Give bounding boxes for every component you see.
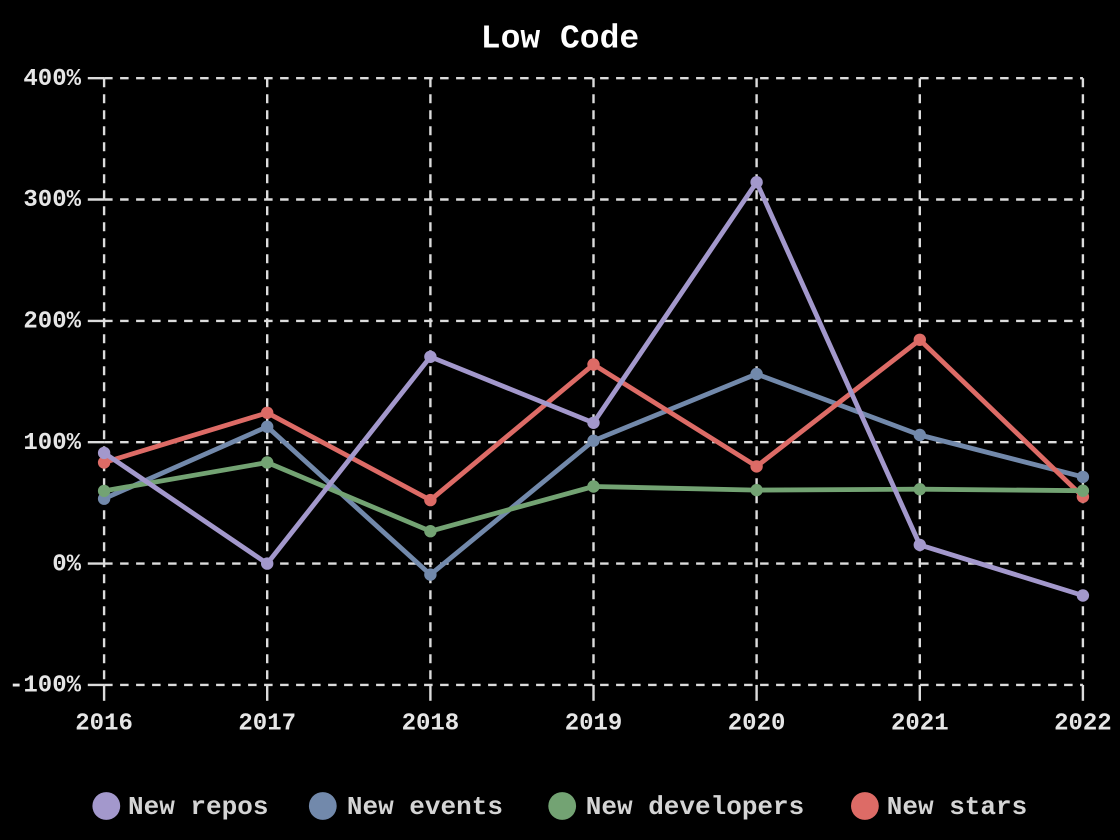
svg-text:400%: 400% [23, 66, 81, 93]
svg-text:New stars: New stars [887, 792, 1027, 822]
svg-text:-100%: -100% [9, 673, 82, 700]
svg-text:2018: 2018 [402, 711, 460, 738]
svg-text:2019: 2019 [565, 711, 623, 738]
svg-text:0%: 0% [52, 551, 81, 578]
svg-text:100%: 100% [23, 430, 81, 457]
svg-text:2020: 2020 [728, 711, 786, 738]
svg-text:New events: New events [347, 792, 503, 822]
svg-text:New repos: New repos [128, 792, 268, 822]
svg-text:2022: 2022 [1054, 711, 1112, 738]
svg-text:300%: 300% [23, 187, 81, 214]
svg-text:New developers: New developers [586, 792, 804, 822]
svg-text:2017: 2017 [238, 711, 296, 738]
svg-text:2021: 2021 [891, 711, 949, 738]
svg-text:200%: 200% [23, 309, 81, 336]
svg-text:2016: 2016 [75, 711, 133, 738]
svg-text:Low Code: Low Code [481, 21, 639, 58]
